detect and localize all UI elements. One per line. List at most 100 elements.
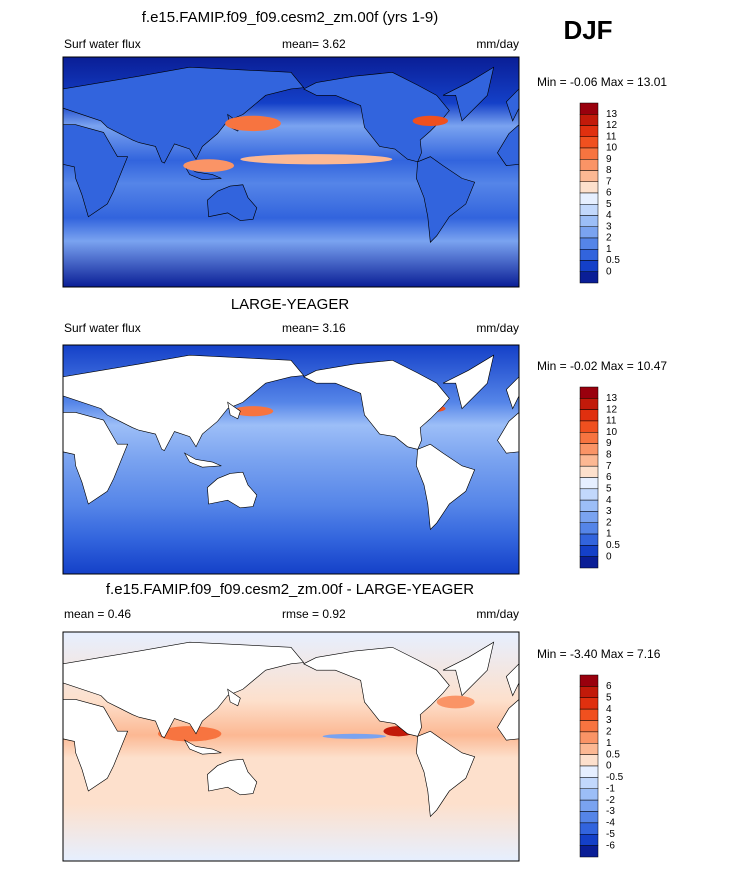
colorbar-label: 1 xyxy=(606,529,612,540)
colorbar-box xyxy=(579,215,599,227)
colorbar-label: 11 xyxy=(606,131,617,142)
colorbar-box xyxy=(579,822,599,835)
panel-title: LARGE-YEAGER xyxy=(231,296,350,313)
colorbar-box xyxy=(579,125,599,137)
colorbar-box xyxy=(579,788,599,801)
colorbar-box xyxy=(579,114,599,126)
colorbar-label: 11 xyxy=(606,416,617,427)
colorbar-box xyxy=(579,192,599,205)
colorbar-label: 9 xyxy=(606,438,612,449)
colorbar-label: 5 xyxy=(606,692,612,703)
colorbar-label: 1 xyxy=(606,244,612,255)
panel-left-label: Surf water flux xyxy=(64,321,141,335)
panel-left-label: Surf water flux xyxy=(64,37,141,51)
colorbar-label: -0.5 xyxy=(606,772,624,783)
colorbar-label: -3 xyxy=(606,806,615,817)
colorbar-box xyxy=(579,720,599,733)
colorbar-box xyxy=(579,499,599,512)
colorbar-label: 0 xyxy=(606,551,612,562)
min-max: Min = -0.02 Max = 10.47 xyxy=(537,359,667,373)
map xyxy=(63,57,519,287)
colorbar-box xyxy=(579,226,599,239)
colorbar-label: 10 xyxy=(606,427,618,438)
colorbar-box xyxy=(579,845,599,858)
panel-center-label: mean= 3.62 xyxy=(282,37,346,51)
colorbar-label: 2 xyxy=(606,233,612,244)
min-max: Min = -3.40 Max = 7.16 xyxy=(537,647,661,661)
panel-unit: mm/day xyxy=(476,321,519,335)
colorbar-label: 3 xyxy=(606,715,612,726)
colorbar-box xyxy=(579,674,599,687)
colorbar-label: 0 xyxy=(606,266,612,277)
colorbar-label: 4 xyxy=(606,704,612,715)
colorbar-box xyxy=(579,477,599,490)
colorbar-box xyxy=(579,386,599,399)
colorbar-label: 12 xyxy=(606,120,618,131)
colorbar-label: 1 xyxy=(606,738,612,749)
colorbar-box xyxy=(579,731,599,744)
panel-center-label: rmse = 0.92 xyxy=(282,607,346,621)
colorbar-label: -4 xyxy=(606,818,615,829)
colorbar-box xyxy=(579,260,599,272)
panel-center-label: mean= 3.16 xyxy=(282,321,346,335)
map-frame xyxy=(62,631,520,862)
colorbar-box xyxy=(579,454,599,467)
colorbar-label: 0.5 xyxy=(606,540,620,551)
season-label: DJF xyxy=(563,15,612,45)
colorbar-box xyxy=(579,271,599,284)
colorbar-box xyxy=(579,181,599,194)
colorbar-box xyxy=(579,533,599,546)
colorbar-label: -1 xyxy=(606,783,615,794)
colorbar-label: 2 xyxy=(606,517,612,528)
colorbar-box xyxy=(579,420,599,433)
colorbar-box xyxy=(579,170,599,182)
colorbar-box xyxy=(579,488,599,501)
colorbar-label: -6 xyxy=(606,840,615,851)
colorbar-box xyxy=(579,545,599,557)
colorbar-label: 6 xyxy=(606,472,612,483)
map-frame xyxy=(62,344,520,575)
colorbar-label: 8 xyxy=(606,165,612,176)
colorbar-label: 7 xyxy=(606,176,612,187)
map xyxy=(63,345,519,574)
colorbar-label: 4 xyxy=(606,495,612,506)
panel-title: f.e15.FAMIP.f09_f09.cesm2_zm.00f - LARGE… xyxy=(106,581,474,598)
colorbar-label: 13 xyxy=(606,109,618,120)
colorbar-box xyxy=(579,799,599,812)
colorbar-label: 8 xyxy=(606,450,612,461)
panel-left-label: mean = 0.46 xyxy=(64,607,131,621)
colorbar-box xyxy=(579,147,599,160)
colorbar-label: 5 xyxy=(606,199,612,210)
colorbar-label: 7 xyxy=(606,461,612,472)
colorbar-box xyxy=(579,697,599,710)
colorbar-label: -5 xyxy=(606,829,615,840)
colorbar-box xyxy=(579,811,599,824)
colorbar-box xyxy=(579,743,599,755)
colorbar-label: 4 xyxy=(606,210,612,221)
colorbar-box xyxy=(579,777,599,789)
colorbar-label: 5 xyxy=(606,483,612,494)
panel-title: f.e15.FAMIP.f09_f09.cesm2_zm.00f (yrs 1-… xyxy=(142,9,439,26)
colorbar-label: 9 xyxy=(606,154,612,165)
colorbar-box xyxy=(579,432,599,444)
colorbar-box xyxy=(579,249,599,261)
colorbar-label: 2 xyxy=(606,727,612,738)
colorbar-label: 0.5 xyxy=(606,749,620,760)
panel-unit: mm/day xyxy=(476,607,519,621)
min-max: Min = -0.06 Max = 13.01 xyxy=(537,75,667,89)
colorbar-box xyxy=(579,754,599,767)
colorbar-box xyxy=(579,237,599,250)
colorbar-label: 0.5 xyxy=(606,255,620,266)
colorbar-label: -2 xyxy=(606,795,615,806)
colorbar-box xyxy=(579,465,599,478)
colorbar-box xyxy=(579,765,599,778)
colorbar-label: 6 xyxy=(606,188,612,199)
colorbar-label: 3 xyxy=(606,221,612,232)
colorbar-box xyxy=(579,511,599,523)
colorbar-box xyxy=(579,136,599,149)
colorbar-box xyxy=(579,409,599,422)
